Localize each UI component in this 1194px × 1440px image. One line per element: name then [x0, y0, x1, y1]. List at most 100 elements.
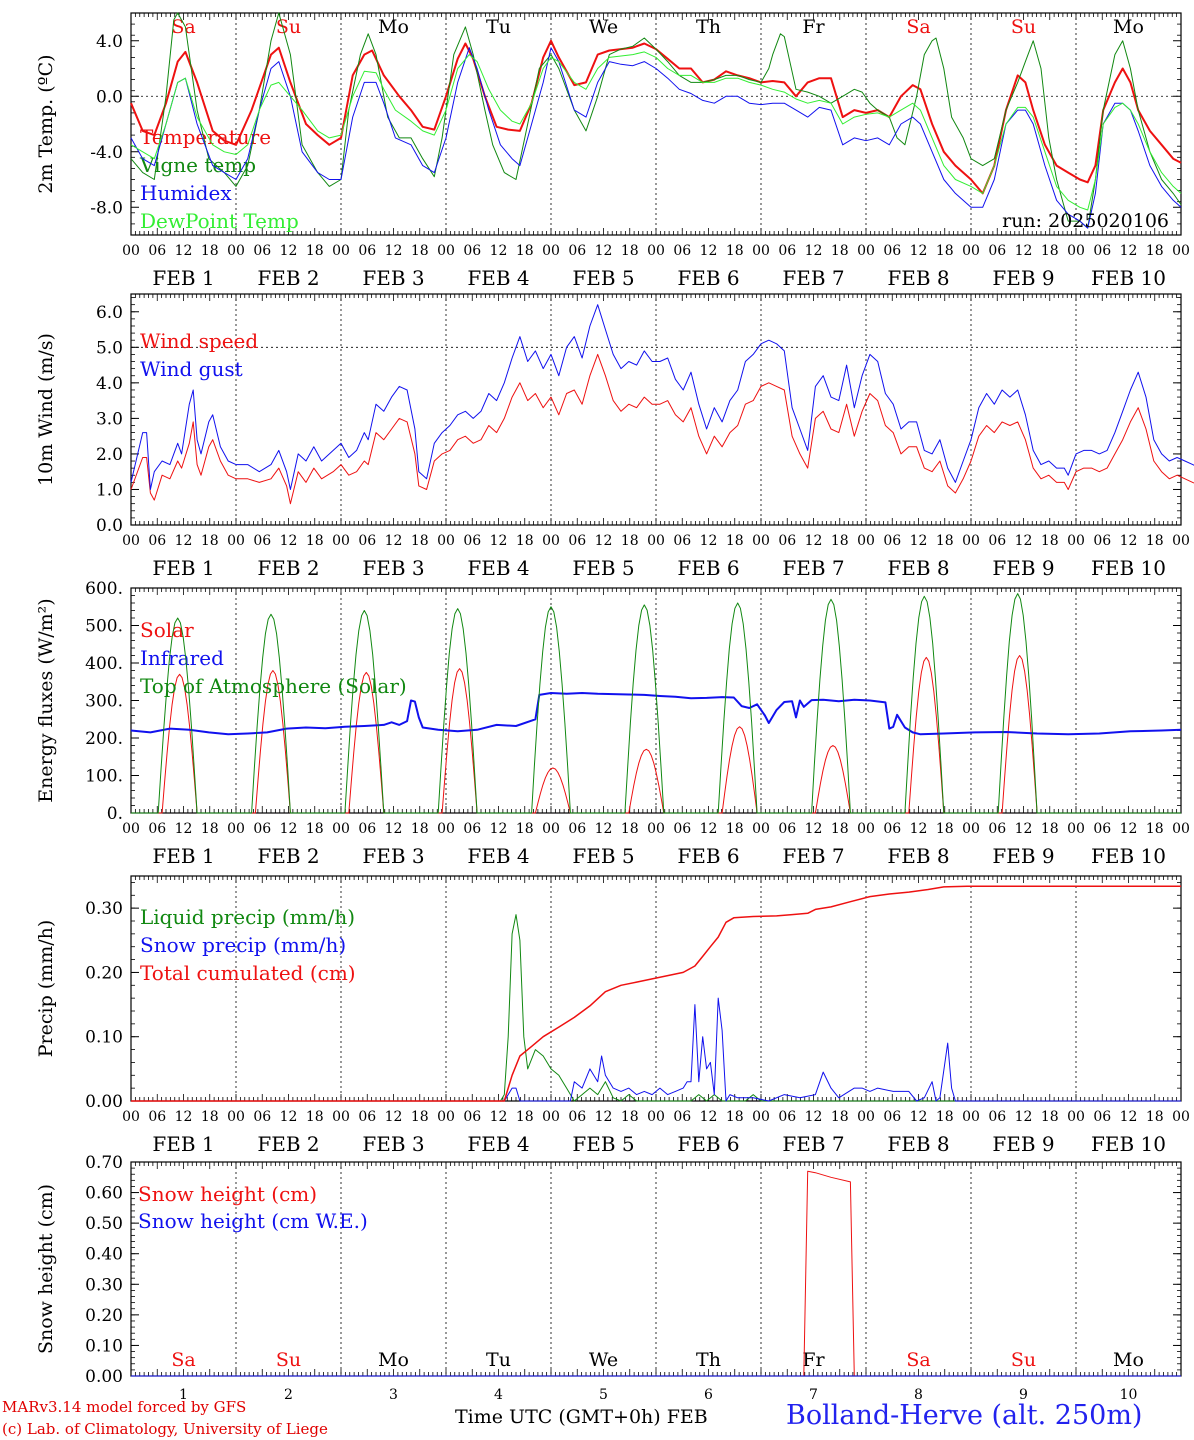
hour-tick-label: 18: [936, 533, 954, 549]
hour-tick-label: 00: [542, 243, 560, 259]
date-label: FEB 9: [992, 556, 1054, 580]
hour-tick-label: 18: [1041, 533, 1059, 549]
date-label: FEB 8: [887, 1132, 949, 1156]
hour-tick-label: 18: [936, 243, 954, 259]
date-label: FEB 9: [992, 844, 1054, 868]
hour-tick-label: 00: [962, 1109, 980, 1125]
hour-tick-label: 00: [122, 1109, 140, 1125]
hour-tick-label: 06: [463, 533, 481, 549]
hour-tick-label: 18: [726, 821, 744, 837]
hour-tick-label: 12: [805, 533, 823, 549]
hour-tick-label: 00: [122, 821, 140, 837]
hour-tick-label: 12: [1120, 533, 1138, 549]
series-line: [131, 593, 1181, 814]
hour-tick-label: 18: [621, 243, 639, 259]
day-number-label: 5: [599, 1387, 608, 1403]
hour-tick-label: 00: [122, 243, 140, 259]
date-label: FEB 4: [467, 266, 529, 290]
hour-tick-label: 00: [752, 821, 770, 837]
hour-tick-label: 06: [148, 243, 166, 259]
hour-tick-label: 06: [778, 243, 796, 259]
hour-tick-label: 06: [568, 821, 586, 837]
hour-tick-label: 12: [595, 821, 613, 837]
weekday-label: Fr: [802, 1349, 825, 1371]
hour-tick-label: 00: [962, 243, 980, 259]
hour-tick-label: 12: [280, 533, 298, 549]
hour-tick-label: 18: [306, 1109, 324, 1125]
weekday-label: Sa: [171, 16, 195, 38]
date-label: FEB 5: [572, 1132, 634, 1156]
hour-tick-label: 12: [1120, 821, 1138, 837]
hour-tick-label: 00: [1067, 1109, 1085, 1125]
hour-tick-label: 12: [175, 1109, 193, 1125]
date-label: FEB 10: [1091, 556, 1166, 580]
hour-tick-label: 00: [857, 533, 875, 549]
hour-tick-label: 18: [726, 1109, 744, 1125]
hour-tick-label: 06: [358, 821, 376, 837]
date-label: FEB 1: [152, 556, 214, 580]
weekday-label: Su: [1011, 16, 1036, 38]
hour-tick-label: 18: [201, 243, 219, 259]
hour-tick-label: 06: [673, 533, 691, 549]
weekday-label: Sa: [906, 1349, 930, 1371]
x-axis-title: Time UTC (GMT+0h) FEB: [455, 1406, 708, 1428]
date-label: FEB 8: [887, 266, 949, 290]
hour-tick-label: 00: [227, 821, 245, 837]
hour-tick-label: 18: [831, 243, 849, 259]
weekday-label: Sa: [906, 16, 930, 38]
hour-tick-label: 06: [1093, 821, 1111, 837]
legend-entry: Liquid precip (mm/h): [140, 905, 355, 929]
date-label: FEB 1: [152, 1132, 214, 1156]
hour-tick-label: 00: [332, 533, 350, 549]
y-tick-label: 100.: [85, 767, 123, 787]
hour-tick-label: 12: [175, 243, 193, 259]
hour-tick-label: 18: [726, 243, 744, 259]
date-label: FEB 3: [362, 844, 424, 868]
date-label: FEB 3: [362, 556, 424, 580]
hour-tick-label: 00: [1172, 821, 1190, 837]
series-line: [130, 47, 1182, 229]
hour-tick-label: 00: [752, 243, 770, 259]
legend-entry: Solar: [140, 618, 194, 642]
y-tick-label: 3.0: [96, 409, 123, 429]
y-tick-label: 300.: [85, 692, 123, 712]
hour-tick-label: 12: [385, 1109, 403, 1125]
y-tick-label: 0.0: [96, 87, 123, 107]
hour-tick-label: 12: [805, 243, 823, 259]
hour-tick-label: 18: [516, 1109, 534, 1125]
y-tick-label: 0.0: [96, 516, 123, 536]
series-line: [131, 914, 1181, 1102]
hour-tick-label: 00: [752, 1109, 770, 1125]
day-number-label: 1: [179, 1387, 188, 1403]
hour-tick-label: 06: [988, 533, 1006, 549]
y-tick-label: 0.40: [85, 1245, 123, 1265]
hour-tick-label: 00: [1067, 243, 1085, 259]
hour-tick-label: 12: [1015, 1109, 1033, 1125]
series-line: [131, 1170, 1181, 1377]
hour-tick-label: 12: [910, 533, 928, 549]
hour-tick-label: 06: [883, 243, 901, 259]
y-tick-label: 0.: [107, 804, 123, 824]
hour-tick-label: 18: [1146, 821, 1164, 837]
hour-tick-label: 06: [778, 533, 796, 549]
y-tick-label: 6.0: [96, 303, 123, 323]
hour-tick-label: 00: [1067, 821, 1085, 837]
hour-tick-label: 12: [385, 243, 403, 259]
weekday-label: Mo: [1113, 1349, 1144, 1371]
hour-tick-label: 12: [1015, 533, 1033, 549]
date-label: FEB 2: [257, 266, 319, 290]
hour-tick-label: 00: [962, 821, 980, 837]
date-label: FEB 8: [887, 844, 949, 868]
hour-tick-label: 00: [647, 1109, 665, 1125]
hour-tick-label: 18: [831, 1109, 849, 1125]
day-number-label: 6: [704, 1387, 713, 1403]
hour-tick-label: 00: [437, 821, 455, 837]
lab-credit: (c) Lab. of Climatology, University of L…: [2, 1420, 328, 1438]
hour-tick-label: 00: [647, 821, 665, 837]
legend-entry: Vigne temp: [139, 153, 256, 177]
hour-tick-label: 00: [1172, 243, 1190, 259]
day-number-label: 4: [494, 1387, 503, 1403]
hour-tick-label: 00: [857, 821, 875, 837]
hour-tick-label: 06: [568, 243, 586, 259]
